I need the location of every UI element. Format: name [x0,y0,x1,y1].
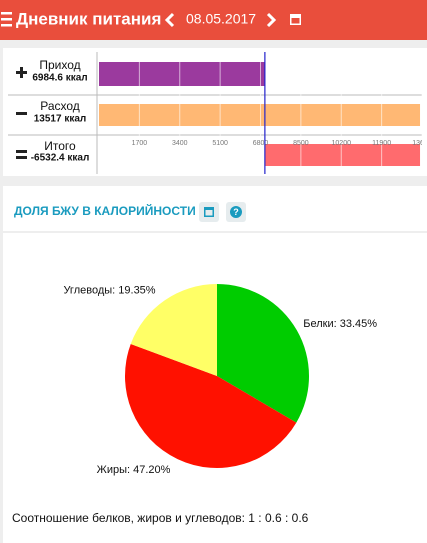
row-label: Приход [39,58,80,72]
x-tick-label: 5100 [212,140,228,147]
menu-icon[interactable] [1,12,12,27]
header-date: 08.05.2017 [186,11,256,27]
bar [99,104,421,126]
row-label: Итого [44,139,76,153]
calendar-button[interactable] [199,202,219,222]
bar-area: 1700 3400 5100 6800 8500 10200 11900 13600 [99,52,427,174]
row-label: Расход [40,99,80,113]
x-tick-label: 13600 [412,140,427,147]
bar [99,62,265,86]
equals-icon [16,150,27,159]
x-tick-label: 6800 [253,140,269,147]
bar [264,144,421,166]
minus-icon [16,112,27,115]
pie-slice [217,284,309,423]
row-value: 6984.6 ккал [32,73,87,84]
x-tick-label: 3400 [172,140,188,147]
plus-icon [16,67,27,78]
prev-day[interactable] [164,12,175,28]
header-title: Дневник питания [16,9,161,28]
pie-label: Жиры: 47.20% [97,464,171,476]
pie-label: Белки: 33.45% [303,318,377,330]
calendar-icon[interactable] [290,14,301,25]
x-tick-label: 1700 [132,140,148,147]
next-day[interactable] [266,12,277,28]
x-tick-label: 8500 [293,140,309,147]
row-value: -6532.4 ккал [31,153,90,164]
pie-title: ДОЛЯ БЖУ В КАЛОРИЙНОСТИ [14,203,196,218]
ratio-text: Соотношение белков, жиров и углеводов: 1… [12,511,309,525]
row-value: 13517 ккал [34,114,87,125]
help-button[interactable]: ? [226,202,246,222]
pie-slice [125,344,297,468]
help-mark: ? [233,207,239,217]
x-tick-label: 11900 [372,140,391,147]
x-tick-label: 10200 [332,140,352,147]
pie-label: Углеводы: 19.35% [63,285,155,297]
header-bar [0,0,427,40]
pie-slice [130,284,217,376]
